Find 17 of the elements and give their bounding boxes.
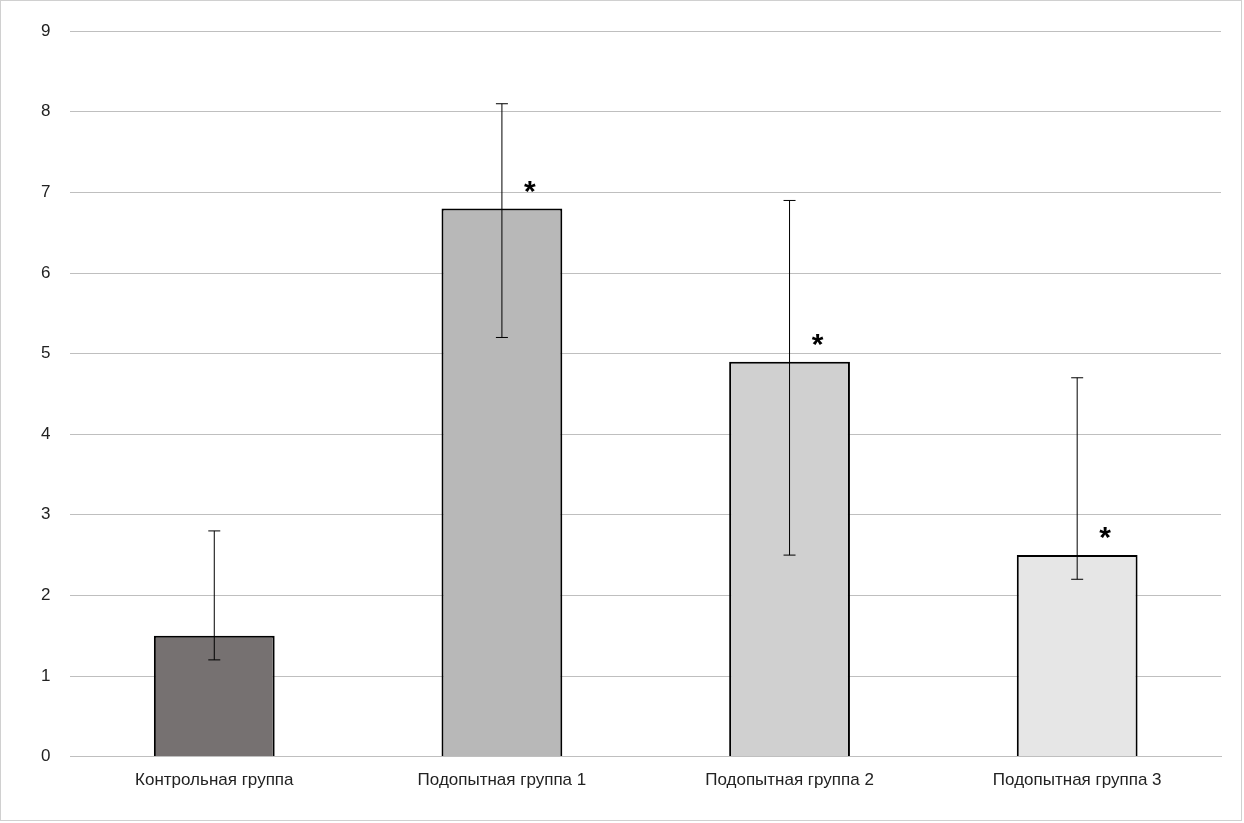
annotation: * bbox=[1099, 520, 1112, 554]
y-tick-label: 3 bbox=[40, 504, 51, 524]
x-tick-label: Подопытная группа 1 bbox=[417, 770, 587, 790]
annotation: * bbox=[524, 173, 537, 207]
y-tick-label: 6 bbox=[40, 262, 51, 282]
x-tick-label: Подопытная группа 2 bbox=[705, 770, 874, 790]
annotation: * bbox=[811, 326, 824, 360]
x-tick-label: Подопытная группа 3 bbox=[992, 770, 1162, 790]
y-tick-label: 9 bbox=[40, 20, 51, 40]
y-tick-label: 2 bbox=[40, 585, 51, 605]
x-tick-label: Контрольная группа bbox=[135, 770, 295, 790]
y-tick-label: 1 bbox=[40, 665, 51, 685]
y-tick-label: 5 bbox=[40, 343, 51, 363]
y-tick-label: 0 bbox=[40, 746, 51, 766]
y-tick-label: 7 bbox=[40, 182, 51, 202]
y-tick-label: 4 bbox=[40, 423, 51, 443]
y-tick-label: 8 bbox=[40, 101, 51, 121]
